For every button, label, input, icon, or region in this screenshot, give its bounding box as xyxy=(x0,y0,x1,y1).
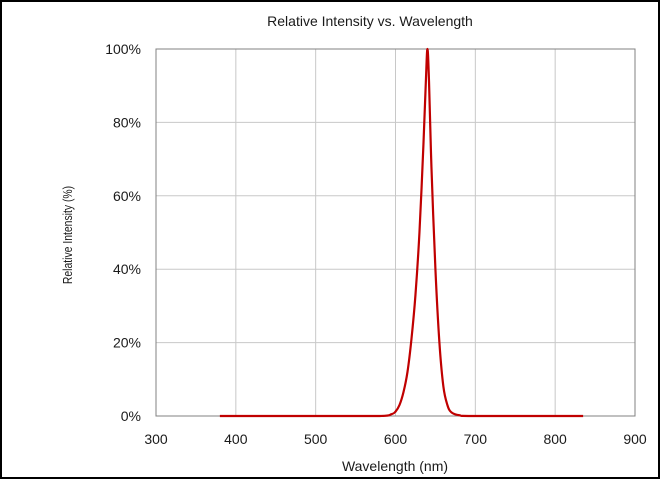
plot-area-border xyxy=(155,48,636,417)
y-tick-label: 80% xyxy=(113,114,141,130)
x-tick-label: 700 xyxy=(464,431,488,447)
x-tick-label: 900 xyxy=(623,431,647,447)
series-line xyxy=(219,47,584,418)
series-layer xyxy=(219,47,584,418)
x-tick-label: 300 xyxy=(144,431,168,447)
y-axis-label: Relative Intensity (%) xyxy=(61,186,75,284)
x-tick-label: 600 xyxy=(384,431,408,447)
y-tick-label: 40% xyxy=(113,261,141,277)
x-tick-label: 400 xyxy=(224,431,248,447)
x-tick-label: 800 xyxy=(543,431,567,447)
grid xyxy=(155,48,636,417)
x-tick-label: 500 xyxy=(304,431,328,447)
y-tick-label: 60% xyxy=(113,188,141,204)
x-axis-label: Wavelength (nm) xyxy=(342,458,448,474)
y-tick-label: 20% xyxy=(113,335,141,351)
chart-title: Relative Intensity vs. Wavelength xyxy=(267,13,473,29)
y-tick-label: 0% xyxy=(121,408,141,424)
tick-labels: 300 400 500 600 700 800 900 0% 20% 40% 60% 80% 100% xyxy=(105,41,647,447)
y-tick-label: 100% xyxy=(105,41,141,57)
axes xyxy=(155,48,636,417)
